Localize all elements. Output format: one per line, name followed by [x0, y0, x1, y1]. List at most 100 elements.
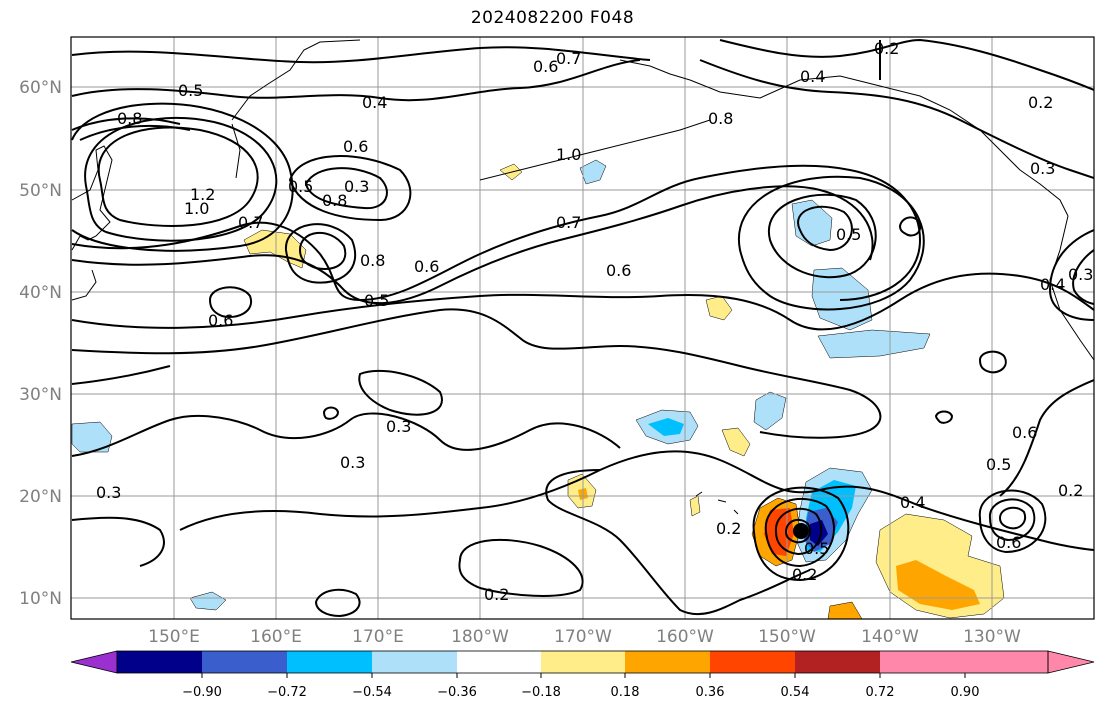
colorbar-tick-label: 0.72 — [866, 685, 895, 700]
colorbar-tick-label: −0.18 — [521, 685, 561, 700]
contour-1 — [71, 46, 651, 64]
colorbar-segment — [117, 651, 202, 673]
contour-label: 0.3 — [1030, 159, 1055, 178]
coastline-kamchatka — [231, 39, 361, 179]
coastline-alaska — [619, 59, 1069, 217]
contour-label: 0.6 — [996, 533, 1021, 552]
colorbar-tick-label: −0.54 — [352, 685, 392, 700]
colorbar-segment — [795, 651, 880, 673]
colorbar-segment — [287, 651, 372, 673]
map-title: 2024082200 F048 — [470, 8, 635, 28]
contour-label: 0.6 — [1012, 423, 1037, 442]
colorbar-segment — [541, 651, 625, 673]
colorbar-segment — [625, 651, 710, 673]
contour-low-east-2 — [767, 193, 877, 279]
colorbar-segment — [710, 651, 795, 673]
shade-negative-mid — [753, 391, 787, 431]
colorbar-segment — [965, 651, 1048, 673]
lat-label: 10°N — [19, 589, 62, 609]
contour-label: 1.2 — [190, 185, 215, 204]
contour-13 — [545, 469, 811, 616]
contours — [71, 38, 1094, 618]
contour-label: 0.5 — [804, 539, 829, 558]
coastline-north-america — [1049, 215, 1094, 361]
contour-label: 0.6 — [606, 261, 631, 280]
contour-2 — [71, 59, 641, 102]
shade-positive-small — [689, 495, 701, 517]
contour-label: 0.8 — [360, 251, 385, 270]
colorbar-segment — [457, 651, 541, 673]
storm-center-marker — [793, 523, 809, 539]
contour-low-east-3 — [737, 175, 925, 311]
lat-label: 40°N — [19, 283, 62, 303]
colorbar-tick-label: −0.90 — [182, 685, 222, 700]
longitude-labels: 150°E 160°E 170°E 180°W 170°W 160°W 150°… — [148, 627, 1021, 647]
lon-label: 140°W — [861, 627, 919, 647]
contour-east-1 — [1048, 229, 1094, 321]
contour-low-mid-1 — [288, 155, 412, 222]
contour-label: 0.3 — [340, 453, 365, 472]
colorbar-tick-label: −0.72 — [267, 685, 307, 700]
shade-negative-south-west — [189, 591, 227, 611]
colorbar-segment — [372, 651, 457, 673]
shade-negative-west — [71, 421, 113, 453]
lon-label: 150°E — [148, 627, 200, 647]
contour-label: 0.2 — [1058, 481, 1083, 500]
contour-label: 0.5 — [178, 81, 203, 100]
contour-label: 1.0 — [556, 145, 581, 164]
colorbar-tick-label: 0.90 — [951, 685, 980, 700]
contour-5 — [71, 185, 874, 305]
shade-negative-northeast-3 — [817, 329, 931, 359]
colorbar-tick-label: 0.54 — [781, 685, 810, 700]
contour-label: 0.3 — [1068, 265, 1093, 284]
contour-label: 0.7 — [556, 49, 581, 68]
contour-label: 0.2 — [484, 585, 509, 604]
contour-8 — [71, 308, 882, 439]
graticule — [71, 37, 1094, 619]
coastlines — [71, 39, 1094, 515]
lon-label: 160°W — [656, 627, 714, 647]
contour-low-mid-3 — [298, 231, 347, 270]
contour-low-west-3 — [71, 102, 294, 252]
contour-small-4 — [322, 406, 340, 420]
contour-label: 0.4 — [362, 93, 387, 112]
contour-label: 0.3 — [386, 417, 411, 436]
contour-small-5 — [314, 588, 361, 618]
lat-label: 60°N — [19, 78, 62, 98]
contour-storm-2 — [774, 507, 823, 556]
contour-east-3 — [999, 379, 1094, 497]
contour-east-ring-3 — [978, 489, 1047, 554]
contour-7 — [71, 272, 1094, 331]
contour-label: 0.2 — [1028, 93, 1053, 112]
contour-small-1 — [978, 350, 1007, 374]
latitude-labels: 60°N 50°N 40°N 30°N 20°N 10°N — [19, 78, 62, 609]
colorbar-tick-label: −0.36 — [437, 685, 477, 700]
contour-11 — [71, 516, 584, 597]
colorbar: −0.90 −0.72 −0.54 −0.36 −0.18 0.18 0.36 … — [70, 650, 1095, 700]
contour-label: 0.8 — [322, 191, 347, 210]
contour-storm-4 — [752, 486, 850, 582]
lon-label: 170°E — [352, 627, 404, 647]
contour-label: 0.5 — [288, 177, 313, 196]
contour-low-east-1 — [797, 205, 853, 252]
colorbar-extend-low — [70, 650, 118, 674]
shaded-regions — [71, 159, 1005, 619]
contour-10 — [71, 412, 621, 457]
contour-low-west-1 — [97, 126, 259, 227]
contour-label: 0.8 — [708, 109, 733, 128]
contour-label: 0.5 — [836, 225, 861, 244]
coastline-asia — [71, 145, 113, 301]
contour-label: 0.5 — [986, 455, 1011, 474]
lon-label: 150°W — [758, 627, 816, 647]
contour-storm-1 — [784, 518, 812, 544]
contour-east-2 — [1072, 249, 1094, 305]
contour-label-group: 0.5 0.8 0.4 0.6 0.6 0.7 0.2 0.4 0.8 0.2 … — [96, 39, 1093, 604]
contour-label: 0.7 — [238, 213, 263, 232]
contour-6 — [208, 286, 253, 318]
contour-label: 0.3 — [344, 177, 369, 196]
contour-low-west-2 — [84, 116, 278, 242]
coastline-aleutians — [479, 119, 711, 181]
lat-label: 50°N — [19, 181, 62, 201]
lon-label: 130°W — [963, 627, 1021, 647]
